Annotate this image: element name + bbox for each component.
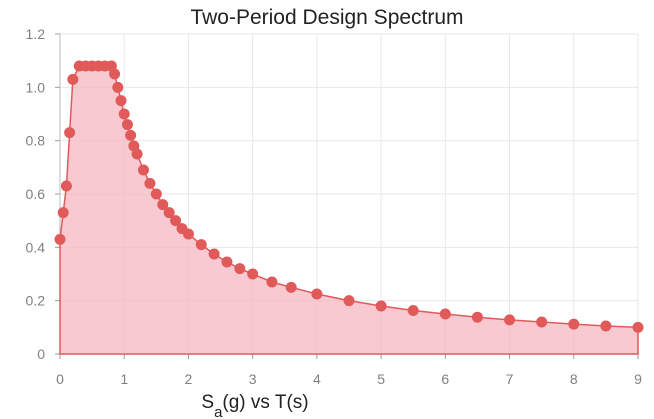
data-point	[112, 81, 124, 93]
data-point	[60, 180, 72, 192]
data-point	[343, 295, 355, 307]
data-point	[170, 215, 182, 227]
y-tick-label: 1.0	[26, 79, 46, 95]
data-point	[221, 256, 233, 268]
data-point	[67, 73, 79, 85]
data-point	[247, 268, 259, 280]
data-point	[375, 300, 387, 312]
tick-labels: 0 0.2 0.4 0.6 0.8 1.0 1.2 0 1 2 3 4 5 6 7 8 9	[26, 26, 643, 387]
data-point	[137, 164, 149, 176]
data-point	[208, 248, 220, 260]
y-tick-label: 0.4	[26, 239, 46, 255]
data-point	[632, 321, 644, 333]
data-point	[195, 239, 207, 251]
data-point	[131, 148, 143, 160]
x-axis-label-subscript: a	[214, 404, 223, 419]
data-point	[118, 108, 130, 120]
y-tick-label: 0.6	[26, 186, 46, 202]
data-point	[504, 314, 516, 326]
x-tick-label: 9	[634, 371, 642, 387]
data-point	[144, 177, 156, 189]
data-point	[439, 308, 451, 320]
x-tick-label: 6	[441, 371, 449, 387]
data-point	[311, 288, 323, 300]
data-points	[54, 60, 644, 333]
data-point	[121, 119, 133, 131]
data-point	[407, 305, 419, 317]
x-tick-label: 1	[120, 371, 128, 387]
data-point	[150, 188, 162, 200]
data-point	[54, 233, 66, 245]
data-point	[182, 228, 194, 240]
x-axis-label: Sa(g) vs T(s)	[201, 392, 308, 419]
x-tick-label: 0	[56, 371, 64, 387]
data-point	[266, 276, 278, 288]
y-tick-label: 0.8	[26, 133, 46, 149]
x-tick-label: 5	[377, 371, 385, 387]
spectrum-area	[59, 65, 639, 355]
data-point	[568, 318, 580, 330]
data-point	[234, 263, 246, 275]
data-point	[471, 311, 483, 323]
x-axis-label-rest: (g) vs T(s)	[222, 392, 308, 413]
data-point	[285, 281, 297, 293]
data-point	[157, 199, 169, 211]
data-point	[125, 129, 137, 141]
chart-title: Two-Period Design Spectrum	[190, 6, 464, 29]
data-point	[64, 127, 76, 139]
y-tick-label: 1.2	[26, 26, 46, 42]
x-tick-label: 8	[570, 371, 578, 387]
x-tick-label: 7	[506, 371, 514, 387]
x-tick-label: 2	[185, 371, 193, 387]
data-point	[57, 207, 69, 219]
y-tick-label: 0.2	[26, 293, 46, 309]
data-point	[109, 68, 121, 80]
x-tick-label: 3	[249, 371, 257, 387]
x-tick-label: 4	[313, 371, 321, 387]
y-tick-label: 0	[37, 346, 45, 362]
data-point	[163, 207, 175, 219]
data-point	[536, 316, 548, 328]
x-axis-label-main: S	[201, 392, 214, 413]
data-point	[115, 95, 127, 107]
data-point	[600, 320, 612, 332]
